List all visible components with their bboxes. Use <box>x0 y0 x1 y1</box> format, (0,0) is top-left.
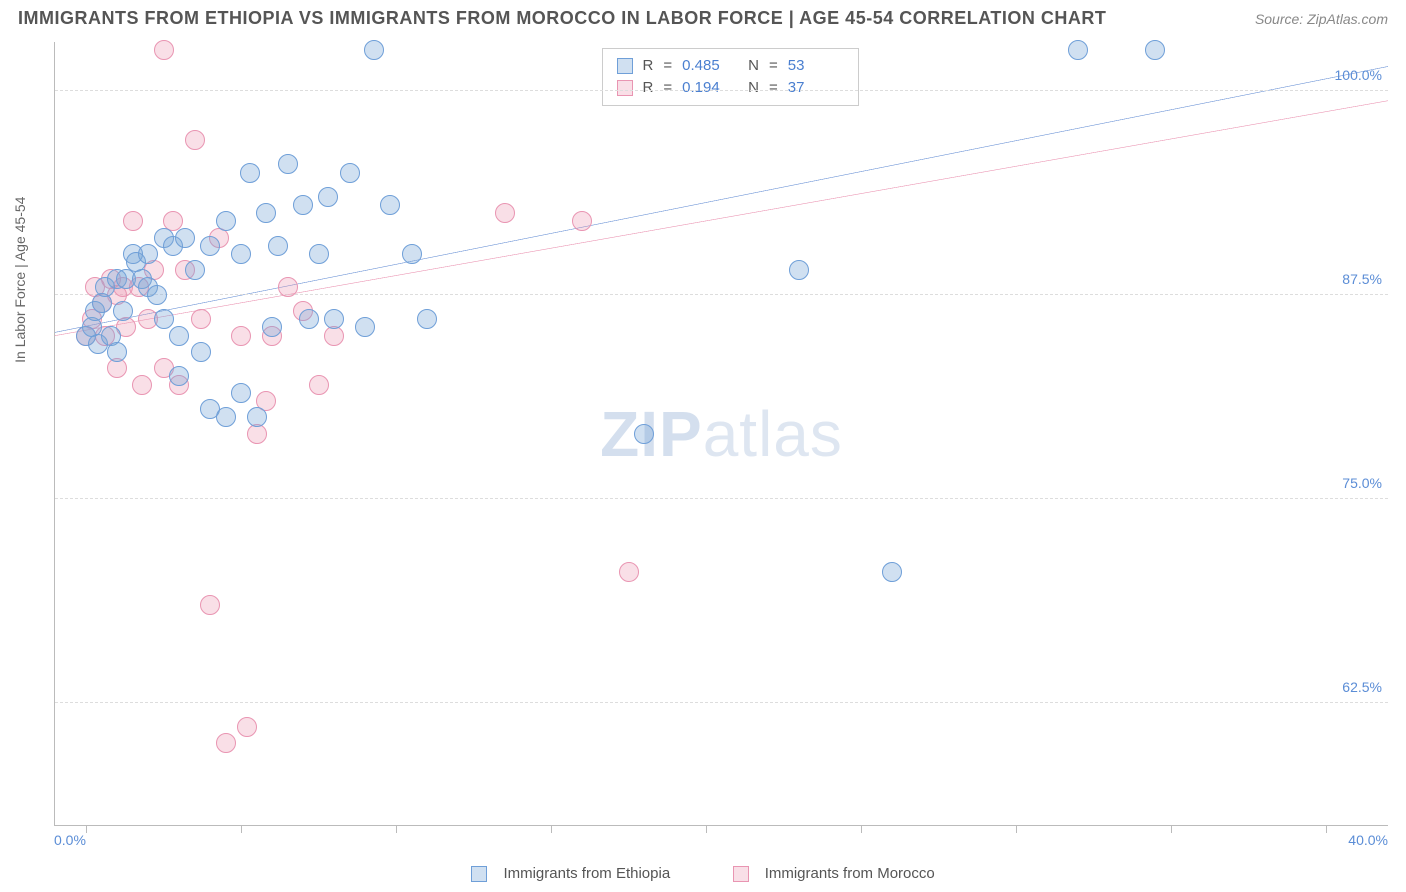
gridline <box>55 498 1388 499</box>
data-point <box>619 562 639 582</box>
series-legend: Immigrants from Ethiopia Immigrants from… <box>0 864 1406 882</box>
legend-n-label: N <box>748 55 759 77</box>
data-point <box>268 236 288 256</box>
legend-swatch-morocco <box>617 80 633 96</box>
legend-eq: = <box>769 77 778 99</box>
data-point <box>231 326 251 346</box>
watermark-light: atlas <box>703 398 843 470</box>
y-tick-label: 100.0% <box>1335 67 1382 83</box>
data-point <box>154 309 174 329</box>
data-point <box>231 383 251 403</box>
data-point <box>364 40 384 60</box>
data-point <box>185 130 205 150</box>
legend-r-value-b: 0.194 <box>682 77 738 99</box>
legend-n-value-b: 37 <box>788 77 844 99</box>
data-point <box>324 309 344 329</box>
x-tick <box>706 825 707 833</box>
data-point <box>138 244 158 264</box>
legend-n-value-a: 53 <box>788 55 844 77</box>
data-point <box>318 187 338 207</box>
x-tick <box>861 825 862 833</box>
data-point <box>123 211 143 231</box>
data-point <box>495 203 515 223</box>
x-tick <box>1016 825 1017 833</box>
gridline <box>55 90 1388 91</box>
plot-region: ZIPatlas R = 0.485 N = 53 R = 0.194 N = … <box>54 42 1388 826</box>
legend-n-label: N <box>748 77 759 99</box>
data-point <box>169 366 189 386</box>
data-point <box>355 317 375 337</box>
data-point <box>216 407 236 427</box>
data-point <box>293 195 313 215</box>
data-point <box>340 163 360 183</box>
legend-row-a: R = 0.485 N = 53 <box>617 55 844 77</box>
data-point <box>634 424 654 444</box>
legend-r-value-a: 0.485 <box>682 55 738 77</box>
legend-eq: = <box>663 55 672 77</box>
legend-eq: = <box>663 77 672 99</box>
data-point <box>200 236 220 256</box>
legend-eq: = <box>769 55 778 77</box>
data-point <box>231 244 251 264</box>
data-point <box>278 277 298 297</box>
data-point <box>185 260 205 280</box>
data-point <box>572 211 592 231</box>
data-point <box>256 203 276 223</box>
legend-swatch-ethiopia <box>471 866 487 882</box>
data-point <box>175 228 195 248</box>
data-point <box>882 562 902 582</box>
data-point <box>278 154 298 174</box>
legend-swatch-morocco <box>733 866 749 882</box>
y-tick-label: 75.0% <box>1342 475 1382 491</box>
data-point <box>299 309 319 329</box>
legend-swatch-ethiopia <box>617 58 633 74</box>
data-point <box>789 260 809 280</box>
data-point <box>309 375 329 395</box>
x-tick <box>551 825 552 833</box>
legend-label-morocco: Immigrants from Morocco <box>765 865 935 882</box>
x-tick <box>1171 825 1172 833</box>
correlation-legend: R = 0.485 N = 53 R = 0.194 N = 37 <box>602 48 859 106</box>
data-point <box>216 733 236 753</box>
data-point <box>107 342 127 362</box>
chart-title: IMMIGRANTS FROM ETHIOPIA VS IMMIGRANTS F… <box>18 8 1106 29</box>
data-point <box>113 301 133 321</box>
data-point <box>309 244 329 264</box>
chart-area: In Labor Force | Age 45-54 ZIPatlas R = … <box>18 42 1388 850</box>
data-point <box>247 407 267 427</box>
data-point <box>200 595 220 615</box>
gridline <box>55 702 1388 703</box>
legend-r-label: R <box>643 77 654 99</box>
legend-r-label: R <box>643 55 654 77</box>
data-point <box>169 326 189 346</box>
x-tick <box>396 825 397 833</box>
data-point <box>191 309 211 329</box>
data-point <box>154 40 174 60</box>
data-point <box>402 244 422 264</box>
data-point <box>262 317 282 337</box>
data-point <box>147 285 167 305</box>
x-min-label: 0.0% <box>54 832 86 848</box>
data-point <box>1068 40 1088 60</box>
data-point <box>132 375 152 395</box>
data-point <box>240 163 260 183</box>
data-point <box>216 211 236 231</box>
x-max-label: 40.0% <box>1348 832 1388 848</box>
y-tick-label: 62.5% <box>1342 679 1382 695</box>
data-point <box>380 195 400 215</box>
source-credit: Source: ZipAtlas.com <box>1255 11 1388 27</box>
x-tick <box>241 825 242 833</box>
y-axis-label: In Labor Force | Age 45-54 <box>12 197 28 363</box>
x-tick <box>1326 825 1327 833</box>
legend-row-b: R = 0.194 N = 37 <box>617 77 844 99</box>
x-tick <box>86 825 87 833</box>
data-point <box>191 342 211 362</box>
legend-label-ethiopia: Immigrants from Ethiopia <box>503 865 670 882</box>
data-point <box>417 309 437 329</box>
gridline <box>55 294 1388 295</box>
data-point <box>237 717 257 737</box>
y-tick-label: 87.5% <box>1342 271 1382 287</box>
data-point <box>1145 40 1165 60</box>
